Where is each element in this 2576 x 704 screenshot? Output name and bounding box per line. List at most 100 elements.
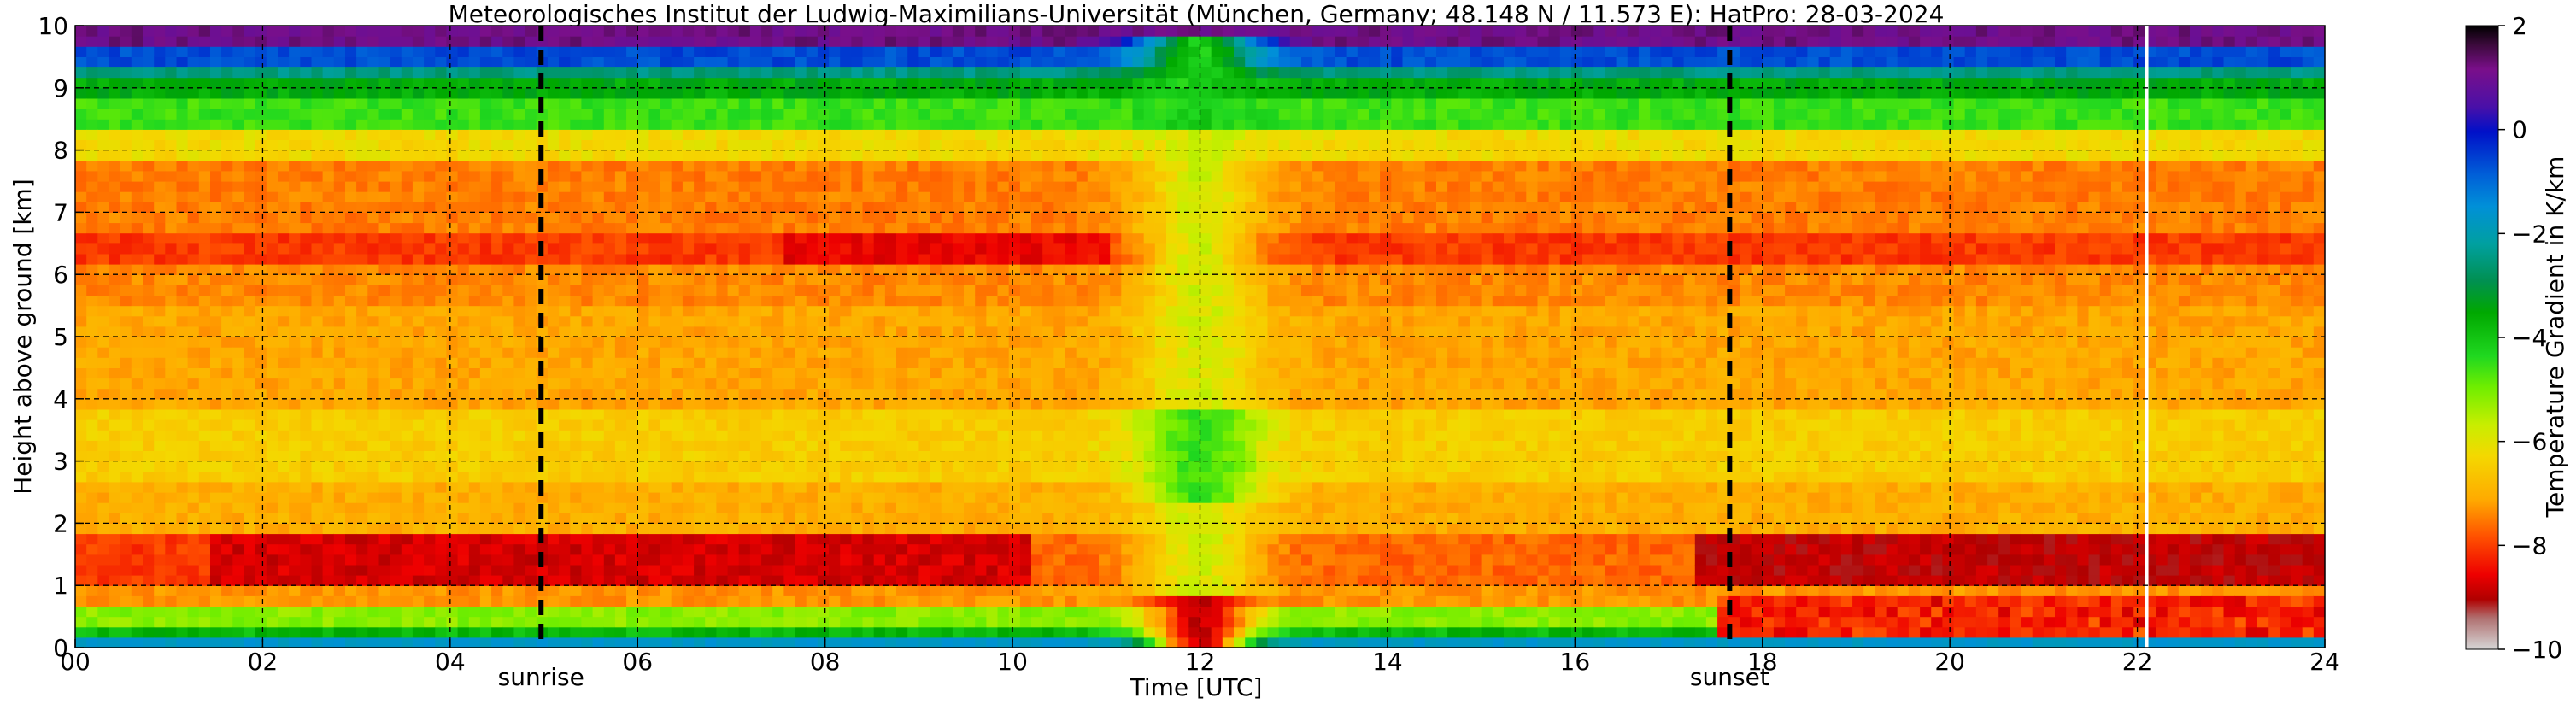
heatmap-cell [829,109,841,120]
heatmap-cell [311,46,324,57]
heatmap-cell [210,150,222,161]
heatmap-cell [918,315,931,327]
heatmap-cell [806,450,819,462]
heatmap-cell [941,56,954,68]
heatmap-cell [749,150,762,161]
heatmap-cell [255,305,267,317]
heatmap-cell [896,564,908,576]
heatmap-cell [491,191,503,202]
heatmap-cell [210,305,222,317]
heatmap-cell [614,450,627,462]
heatmap-cell [97,212,110,224]
heatmap-cell [907,212,919,224]
heatmap-cell [637,67,650,79]
heatmap-cell [165,367,178,379]
heatmap-cell [232,87,245,99]
heatmap-cell [97,26,110,37]
heatmap-cell [603,232,616,244]
heatmap-cell [637,97,650,109]
heatmap-cell [154,554,166,566]
heatmap-cell [187,450,200,462]
heatmap-cell [446,191,459,202]
heatmap-cell [975,202,987,213]
heatmap-cell [412,419,425,431]
heatmap-cell [648,253,661,265]
heatmap-cell [772,264,784,275]
heatmap-cell [120,575,132,586]
heatmap-cell [165,575,178,586]
heatmap-cell [873,554,886,566]
heatmap-cell [412,170,425,182]
heatmap-cell [457,543,470,555]
heatmap-cell [671,575,684,586]
heatmap-cell [817,160,830,172]
heatmap-cell [884,637,897,648]
heatmap-cell [603,388,616,400]
heatmap-cell [435,554,448,566]
heatmap-cell [468,77,481,89]
heatmap-cell [559,430,571,441]
heatmap-cell [311,97,324,109]
heatmap-cell [964,554,976,566]
heatmap-cell [367,502,380,513]
heatmap-cell [232,533,245,545]
heatmap-cell [738,109,751,120]
heatmap-cell [176,564,189,576]
heatmap-cell [829,264,841,275]
heatmap-cell [187,502,200,513]
heatmap-cell [232,595,245,607]
heatmap-cell [817,109,830,120]
heatmap-cell [772,139,784,151]
heatmap-cell [131,222,144,234]
heatmap-cell [278,626,290,638]
heatmap-cell [581,285,594,296]
heatmap-cell [289,626,301,638]
heatmap-cell [491,56,503,68]
heatmap-cell [345,285,357,296]
heatmap-cell [120,337,132,348]
heatmap-cell [446,626,459,638]
heatmap-cell [941,367,954,379]
heatmap-cell [390,564,402,576]
heatmap-cell [592,450,605,462]
heatmap-cell [648,502,661,513]
heatmap-cell [513,388,526,400]
heatmap-cell [300,170,313,182]
heatmap-cell [198,97,211,109]
heatmap-cell [896,46,908,57]
heatmap-cell [592,543,605,555]
heatmap-cell [491,97,503,109]
heatmap-cell [581,274,594,285]
heatmap-cell [559,315,571,327]
heatmap-cell [513,232,526,244]
heatmap-cell [997,543,1010,555]
heatmap-cell [120,232,132,244]
heatmap-cell [424,46,436,57]
heatmap-cell [907,160,919,172]
heatmap-cell [75,554,87,566]
heatmap-cell [401,67,414,79]
heatmap-cell [896,77,908,89]
heatmap-cell [266,575,279,586]
heatmap-cell [671,367,684,379]
heatmap-cell [671,285,684,296]
heatmap-cell [266,67,279,79]
heatmap-cell [401,139,414,151]
heatmap-cell [559,367,571,379]
heatmap-cell [772,97,784,109]
heatmap-cell [187,222,200,234]
heatmap-cell [614,222,627,234]
heatmap-cell [705,408,717,420]
heatmap-cell [570,533,583,545]
heatmap-cell [783,523,796,535]
heatmap-cell [873,67,886,79]
heatmap-cell [446,202,459,213]
heatmap-cell [424,97,436,109]
heatmap-cell [232,481,245,493]
heatmap-cell [356,326,368,337]
heatmap-cell [378,160,391,172]
heatmap-cell [412,408,425,420]
heatmap-cell [345,274,357,285]
heatmap-cell [412,26,425,37]
heatmap-cell [941,492,954,503]
